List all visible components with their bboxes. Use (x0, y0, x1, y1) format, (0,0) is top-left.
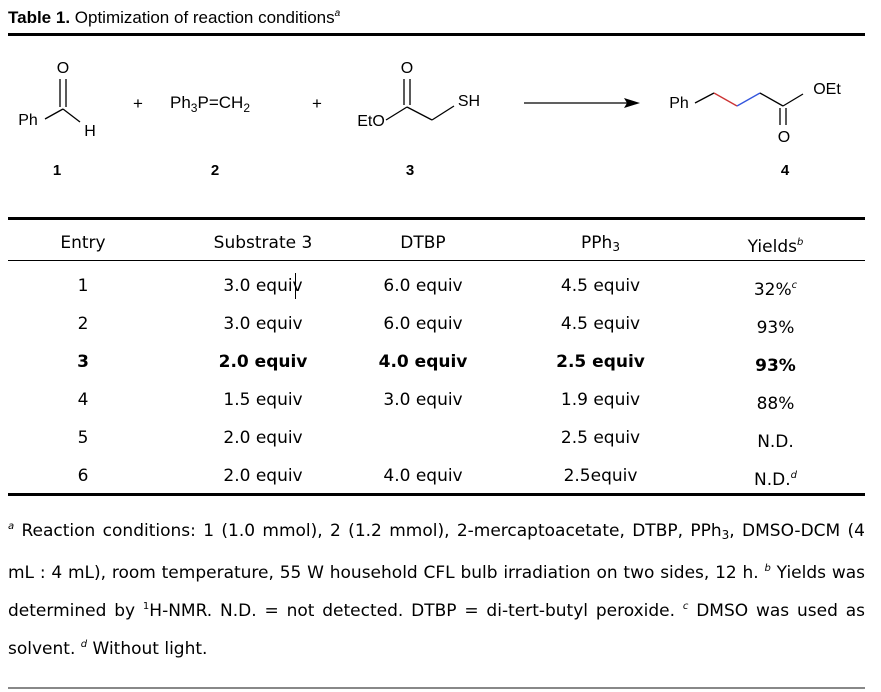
cell-yield: 88% (756, 394, 795, 414)
cell-entry: 4 (77, 390, 89, 410)
compound-3-eto: EtO (357, 113, 385, 130)
plus-sign-1: + (133, 94, 143, 113)
cell-dtbp: 3.0 equiv (383, 390, 463, 410)
table-row: 4 1.5 equiv 3.0 equiv 1.9 equiv 88% (8, 382, 865, 418)
cell-dtbp: 6.0 equiv (383, 276, 463, 296)
footnote-mark-d: d (80, 639, 88, 650)
compound-3-number: 3 (406, 162, 414, 179)
compound-1-structure: O Ph H (18, 60, 96, 140)
cell-entry: 3 (77, 352, 89, 372)
product-4-bond-2 (713, 92, 738, 107)
cell-pph3: 2.5 equiv (560, 428, 641, 448)
cell-yield: 93% (755, 356, 796, 376)
table-top-rule (8, 217, 865, 220)
cell-substrate: 2.0 equiv (223, 428, 303, 448)
compound-3-oxygen: O (401, 60, 413, 77)
cell-substrate: 3.0 equiv (223, 314, 303, 334)
compound-3-bond-s (431, 105, 455, 121)
table-title: Optimization of reaction conditions (74, 8, 335, 27)
cell-substrate: 2.0 equiv (218, 352, 308, 372)
footnote-b-text-1: Yields was determined by (8, 563, 865, 621)
table-caption: Table 1. Optimization of reaction condit… (8, 3, 340, 29)
table-label: Table 1. (8, 8, 71, 27)
footnote-mark-a: a (8, 521, 15, 532)
table-header-row: Entry Substrate 3 DTBP PPh3 Yieldsb (8, 225, 865, 261)
cell-yield: 32%c (753, 280, 798, 300)
compound-3-structure: O EtO SH (357, 60, 480, 130)
table-row: 2 3.0 equiv 6.0 equiv 4.5 equiv 93% (8, 306, 865, 342)
footnote-mark-c: c (682, 601, 689, 612)
cell-substrate: 1.5 equiv (223, 390, 303, 410)
footnote-mark-b: b (764, 563, 771, 574)
cell-dtbp: 4.0 equiv (378, 352, 468, 372)
product-4-bond-3 (736, 92, 761, 107)
cell-pph3: 1.9 equiv (560, 390, 641, 410)
cell-yield: N.D. (757, 432, 794, 452)
table-row: 1 3.0 equiv 6.0 equiv 4.5 equiv 32%c (8, 268, 865, 304)
product-4-bond-4 (759, 92, 784, 107)
cell-pph3: 4.5 equiv (560, 276, 641, 296)
table-row: 5 2.0 equiv 2.5 equiv N.D. (8, 420, 865, 456)
header-entry: Entry (60, 233, 106, 253)
table-bottom-rule (8, 493, 865, 496)
footnote-a-sub: 3 (721, 528, 730, 542)
header-yield: Yieldsb (747, 237, 804, 257)
compound-2-number: 2 (211, 162, 219, 179)
product-4-bond-1 (694, 92, 715, 104)
cell-substrate: 2.0 equiv (223, 466, 303, 486)
reaction-arrow (524, 98, 640, 108)
table-row: 6 2.0 equiv 4.0 equiv 2.5equiv N.D.d (8, 458, 865, 494)
cell-yield: N.D.d (754, 470, 797, 490)
compound-2-formula: Ph3P=CH2 (170, 93, 250, 115)
cell-yield: 93% (756, 318, 795, 338)
cell-entry: 5 (77, 428, 89, 448)
text-cursor (295, 273, 296, 299)
compound-1-oxygen: O (57, 60, 69, 77)
caption-note-mark: a (334, 8, 341, 19)
compound-1-ph: Ph (18, 112, 38, 129)
bottom-rule (8, 687, 865, 689)
compound-3-sh: SH (458, 93, 480, 110)
cell-dtbp (343, 420, 503, 456)
cell-pph3: 4.5 equiv (560, 314, 641, 334)
compound-1-number: 1 (53, 162, 61, 179)
cell-dtbp: 6.0 equiv (383, 314, 463, 334)
cell-substrate: 3.0 equiv (223, 276, 303, 296)
footnote-nmr-sup: 1 (142, 601, 150, 612)
table-header-rule (8, 260, 865, 261)
header-dtbp: DTBP (400, 233, 446, 253)
top-rule (8, 33, 865, 36)
cell-entry: 1 (77, 276, 89, 296)
product-4-ph: Ph (669, 95, 689, 112)
header-substrate: Substrate 3 (213, 233, 313, 253)
header-pph3: PPh3 (581, 233, 620, 254)
reaction-scheme: O Ph H 1 + Ph3P=CH2 2 + O EtO SH 3 Ph (18, 60, 841, 179)
cell-entry: 6 (77, 466, 89, 486)
compound-3-bond-ch2 (406, 106, 433, 121)
product-4-oet: OEt (813, 81, 841, 98)
compound-1-bond-left (44, 108, 64, 120)
product-4-structure: Ph OEt O (669, 81, 841, 146)
compound-1-h: H (84, 123, 96, 140)
cell-pph3: 2.5equiv (563, 466, 638, 486)
cell-entry: 2 (77, 314, 89, 334)
footnote-a-text-2: , DMSO-DCM (4 mL : 4 mL), room temperatu… (8, 521, 865, 583)
product-4-number: 4 (781, 162, 790, 179)
compound-3-bond-ester (385, 106, 408, 121)
footnote-c-text: DMSO was used as solvent. (8, 601, 865, 659)
table-row-optimal: 3 2.0 equiv 4.0 equiv 2.5 equiv 93% (8, 344, 865, 380)
cell-pph3: 2.5 equiv (556, 352, 645, 372)
table-footnotes: a Reaction conditions: 1 (1.0 mmol), 2 (… (8, 510, 865, 666)
product-4-oxygen: O (778, 129, 790, 146)
footnote-d-text: Without light. (87, 639, 208, 659)
plus-sign-2: + (312, 94, 322, 113)
cell-dtbp: 4.0 equiv (383, 466, 463, 486)
footnote-a-text-1: Reaction conditions: 1 (1.0 mmol), 2 (1.… (14, 521, 722, 541)
product-4-bond-5 (782, 93, 804, 107)
compound-1-bond-right (62, 108, 81, 123)
footnote-b-text-2: H-NMR. N.D. = not detected. DTBP = di-te… (149, 601, 683, 621)
